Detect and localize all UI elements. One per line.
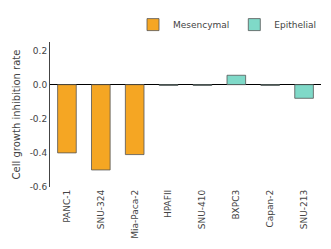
svg-text:Cell growth inhibition rate: Cell growth inhibition rate [11, 50, 22, 180]
svg-text:Epithelial: Epithelial [274, 20, 316, 30]
svg-text:BXPC3: BXPC3 [231, 190, 241, 220]
svg-text:-0.4: -0.4 [30, 148, 48, 158]
svg-text:SNU-410: SNU-410 [197, 190, 207, 230]
svg-text:0.0: 0.0 [33, 80, 48, 90]
svg-text:Mesencymal: Mesencymal [173, 20, 229, 30]
svg-text:Capan-2: Capan-2 [265, 190, 275, 228]
svg-text:-0.2: -0.2 [30, 114, 48, 124]
svg-text:HPAFII: HPAFII [163, 190, 173, 218]
svg-text:0.2: 0.2 [33, 46, 47, 56]
svg-text:SNU-213: SNU-213 [299, 190, 309, 229]
svg-text:SNU-324: SNU-324 [96, 190, 106, 230]
svg-text:Mia-Paca-2: Mia-Paca-2 [130, 190, 140, 239]
svg-text:-0.6: -0.6 [30, 182, 48, 192]
svg-text:PANC-1: PANC-1 [62, 190, 72, 223]
